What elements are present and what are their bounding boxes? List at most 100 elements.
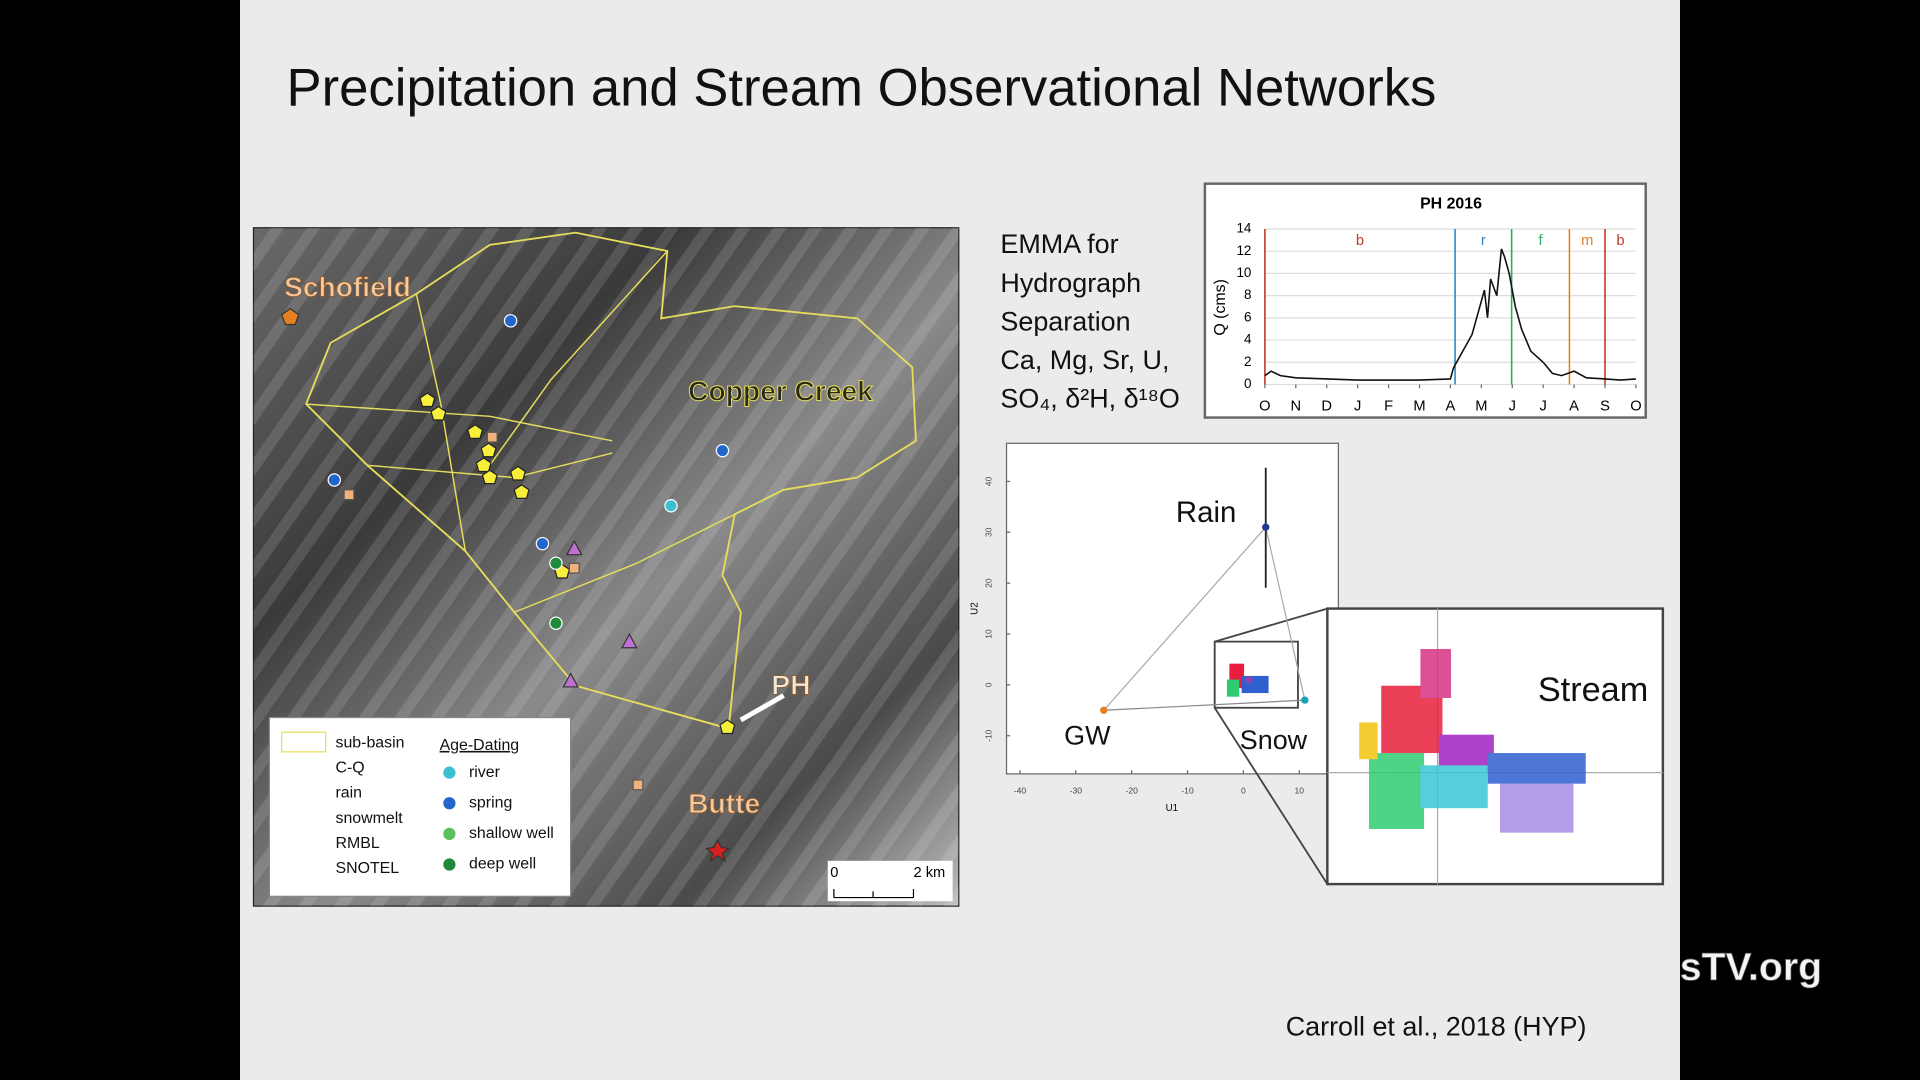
end-member-label: GW (1064, 720, 1111, 750)
map-marker-rmbl (621, 633, 638, 649)
x-tick-label: F (1384, 398, 1393, 414)
mixing-line (1103, 526, 1267, 711)
legend-item: SNOTEL (336, 860, 400, 877)
legend-item: RMBL (336, 835, 380, 852)
watermark: sTV.org (1680, 946, 1822, 989)
cluster-blob (1487, 753, 1586, 784)
legend-swatch (281, 731, 327, 753)
x-tick-label: M (1475, 398, 1487, 414)
map (252, 227, 960, 907)
legend-swatch (443, 766, 456, 779)
map-marker-cq (467, 424, 484, 439)
x-tick-label: A (1569, 398, 1579, 414)
emma-text: SO₄, δ²H, δ¹⁸O (1000, 384, 1179, 414)
map-marker-spring (327, 473, 342, 487)
map-label: PH (771, 669, 810, 700)
map-marker-rain (343, 489, 355, 501)
hydrograph-frame (1203, 182, 1647, 419)
x-tick-label: A (1446, 398, 1456, 414)
stream-cluster (1359, 648, 1586, 833)
x-tick-label: J (1354, 398, 1361, 414)
y-tick-label: 0 (1244, 376, 1251, 391)
citation: Carroll et al., 2018 (HYP) (1286, 1012, 1587, 1042)
cluster-blob (1359, 722, 1378, 760)
legend-title: Age-Dating (440, 737, 520, 754)
map-legend (268, 716, 572, 897)
map-marker-cq (419, 392, 436, 408)
cluster-blob (1500, 783, 1574, 833)
map-marker-rain (568, 562, 580, 574)
emma-text: EMMA for (1000, 229, 1118, 259)
end-member-label: Stream (1538, 671, 1648, 709)
map-marker-cq (430, 405, 447, 421)
y-tick-label: 30 (984, 527, 994, 537)
zoom-connector (1213, 607, 1329, 885)
emma-text: Hydrograph (1000, 268, 1141, 298)
y-axis-label: Q (cms) (1212, 279, 1229, 336)
x-tick-label: O (1259, 398, 1270, 414)
emma-text: Separation (1000, 306, 1130, 336)
map-marker-rmbl (562, 672, 579, 688)
map-label: Copper Creek (688, 375, 873, 406)
x-tick-label: -40 (1014, 785, 1027, 795)
inset-frame (1326, 607, 1665, 886)
scale-bar (833, 888, 915, 899)
legend-item: shallow well (469, 825, 554, 842)
hydrograph-line (1264, 248, 1636, 381)
end-member (1262, 523, 1270, 531)
y-tick-label: 2 (1244, 354, 1251, 369)
map-marker-cq (481, 469, 498, 485)
chart-title: PH 2016 (1420, 196, 1482, 213)
map-marker-cq (513, 484, 530, 499)
mixing-line (1103, 699, 1305, 711)
cluster-blob (1420, 765, 1488, 809)
legend-item: C-Q (336, 760, 365, 777)
scale-label: 0 (830, 865, 838, 881)
y-axis-label: U2 (969, 602, 980, 615)
x-tick-label: M (1413, 398, 1425, 414)
x-tick-label: N (1291, 398, 1302, 414)
x-tick-label: D (1321, 398, 1332, 414)
cluster-blob (1226, 679, 1240, 697)
legend-item: rain (336, 785, 363, 802)
legend-item: snowmelt (336, 810, 404, 827)
ph-arrow (739, 693, 785, 723)
emma-text: Ca, Mg, Sr, U, (1000, 345, 1169, 375)
x-tick-label: 0 (1241, 785, 1246, 795)
mixing-line (1265, 527, 1306, 701)
zoom-box (1213, 640, 1299, 709)
map-marker-spring (715, 443, 730, 458)
y-tick-label: 10 (1236, 265, 1251, 280)
y-tick-label: 10 (984, 629, 994, 639)
legend-item: deep well (469, 856, 536, 873)
legend-swatch (443, 858, 456, 871)
end-member (1100, 706, 1108, 714)
phase-label: f (1538, 233, 1543, 249)
inset (1213, 607, 1665, 886)
phase-label: b (1356, 233, 1364, 249)
phase-label: m (1581, 233, 1593, 249)
x-axis-label: U1 (1166, 803, 1179, 814)
y-tick-label: 6 (1244, 309, 1251, 324)
map-marker-spring (535, 536, 550, 551)
y-tick-label: 8 (1244, 287, 1251, 302)
end-member-label: Rain (1176, 496, 1236, 529)
y-tick-label: 40 (984, 476, 994, 486)
scatter-frame (1005, 442, 1339, 775)
legend-swatch (443, 797, 456, 810)
x-tick-label: -20 (1125, 785, 1138, 795)
y-tick-label: 12 (1236, 243, 1251, 258)
end-member-label: Snow (1240, 725, 1308, 755)
legend-swatch (443, 827, 456, 840)
map-label: Butte (688, 788, 760, 819)
map-marker-river (664, 498, 678, 513)
phase-label: r (1481, 233, 1486, 249)
x-tick-label: 10 (1294, 785, 1304, 795)
map-marker-snowmelt (705, 838, 731, 863)
map-marker-well (549, 616, 563, 630)
legend-item: river (469, 764, 501, 781)
map-marker-cq (480, 442, 497, 458)
y-tick-label: 4 (1244, 332, 1252, 347)
